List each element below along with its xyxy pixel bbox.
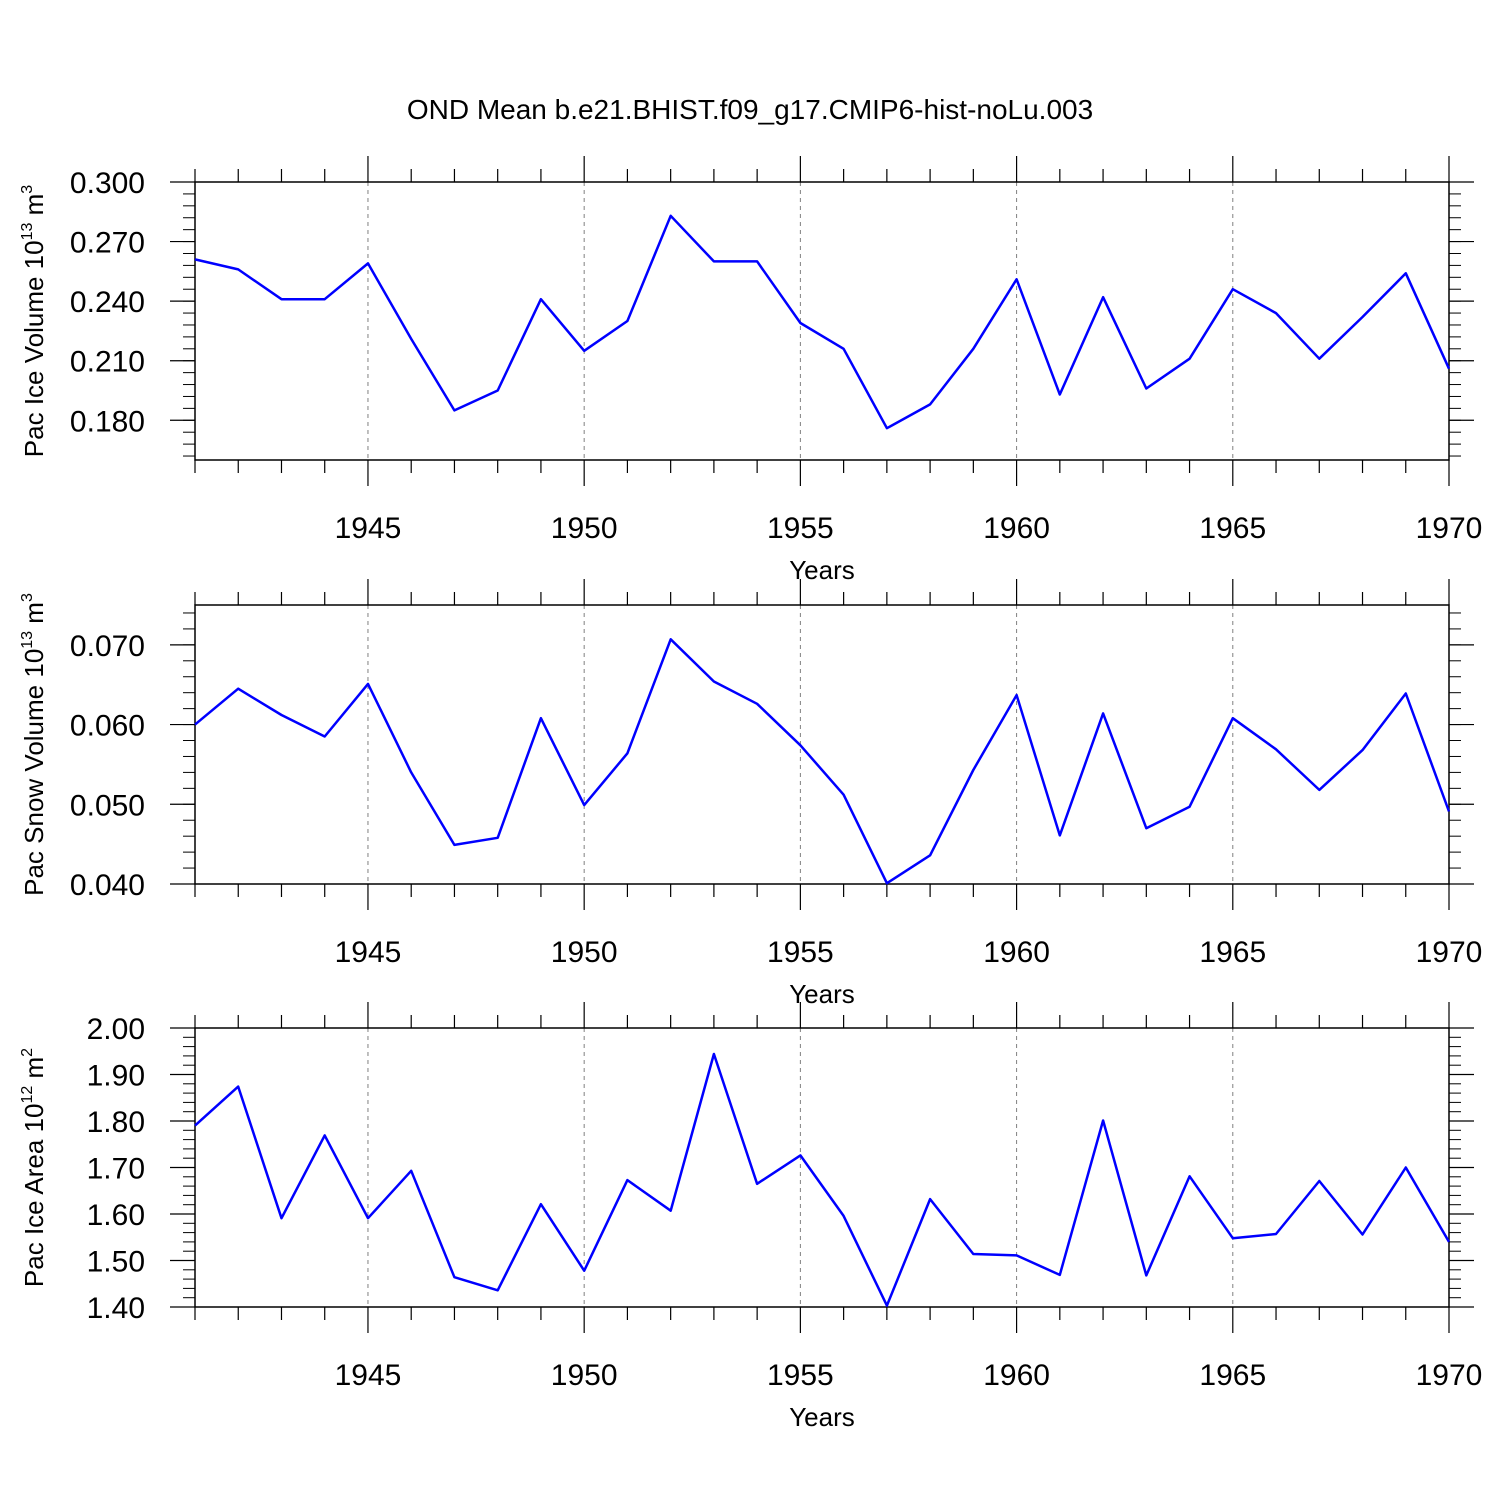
y-axis-title-exponent: 13: [19, 222, 36, 240]
y-tick-label: 1.40: [87, 1292, 145, 1325]
x-tick-label: 1970: [1416, 1359, 1483, 1392]
y-tick-label: 2.00: [87, 1013, 145, 1046]
series-line: [194, 214, 1451, 430]
x-tick-label: 1950: [551, 1359, 618, 1392]
chart-title: OND Mean b.e21.BHIST.f09_g17.CMIP6-hist-…: [407, 94, 1093, 125]
plot-frame: [194, 181, 1450, 461]
y-tick-label: 0.060: [70, 710, 145, 743]
y-axis-title-exponent: 12: [19, 1086, 36, 1104]
x-tick-label: 1960: [983, 512, 1050, 545]
x-axis-title: Years: [789, 555, 855, 585]
y-axis-title-main: Pac Snow Volume 10: [19, 649, 49, 896]
x-axis-title: Years: [789, 1402, 855, 1432]
x-tick-label: 1965: [1199, 1359, 1266, 1392]
y-tick-label: 1.70: [87, 1153, 145, 1186]
x-tick-label: 1950: [551, 512, 618, 545]
panel-2: 0.040 0.050 0.060 0.070 1945 1950 1955 1960 1965…: [19, 579, 1482, 1009]
y-axis-title-unit-exponent: 3: [19, 593, 36, 602]
y-tick-label: 0.180: [70, 405, 145, 438]
series-line: [194, 638, 1451, 885]
x-tick-label: 1945: [335, 936, 402, 969]
y-tick-label: 1.90: [87, 1060, 145, 1093]
x-tick-label: 1955: [767, 1359, 834, 1392]
y-axis-title-unit-exponent: 2: [19, 1048, 36, 1057]
x-tick-label: 1945: [335, 1359, 402, 1392]
y-axis-title: Pac Ice Volume 1013 m3: [19, 185, 49, 458]
x-tick-label: 1965: [1199, 936, 1266, 969]
y-axis-title-exponent: 13: [19, 631, 36, 649]
x-tick-label: 1970: [1416, 936, 1483, 969]
y-axis-title: Pac Snow Volume 1013 m3: [19, 593, 49, 896]
y-tick-label: 0.210: [70, 346, 145, 379]
plot-frame: [194, 1027, 1450, 1308]
panel-1: 0.180 0.210 0.240 0.270 0.300 1945 1950 1955 196…: [19, 156, 1482, 585]
y-axis-title-unit: m: [19, 1057, 49, 1086]
x-tick-label: 1945: [335, 512, 402, 545]
y-tick-label: 0.300: [70, 167, 145, 200]
x-tick-label: 1950: [551, 936, 618, 969]
x-axis-title: Years: [789, 979, 855, 1009]
x-tick-label: 1955: [767, 512, 834, 545]
plot-frame: [194, 604, 1450, 885]
panel-3: 1.40 1.50 1.60 1.70 1.80 1.90 2.00 1945 1950 1955…: [19, 1002, 1482, 1432]
series-line: [194, 1052, 1451, 1307]
y-axis-title-unit: m: [19, 194, 49, 223]
y-tick-label: 0.070: [70, 630, 145, 663]
x-tick-label: 1965: [1199, 512, 1266, 545]
x-tick-label: 1960: [983, 936, 1050, 969]
y-axis-title: Pac Ice Area 1012 m2: [19, 1048, 49, 1287]
y-tick-label: 1.80: [87, 1106, 145, 1139]
y-axis-title-unit-exponent: 3: [19, 185, 36, 194]
x-tick-label: 1970: [1416, 512, 1483, 545]
y-tick-label: 1.60: [87, 1199, 145, 1232]
y-tick-label: 0.040: [70, 869, 145, 902]
y-axis-title-unit: m: [19, 602, 49, 631]
y-axis-title-main: Pac Ice Area 10: [19, 1104, 49, 1288]
y-tick-label: 0.240: [70, 286, 145, 319]
y-tick-label: 0.270: [70, 227, 145, 260]
x-tick-label: 1955: [767, 936, 834, 969]
y-tick-label: 1.50: [87, 1246, 145, 1279]
y-tick-label: 0.050: [70, 789, 145, 822]
x-tick-label: 1960: [983, 1359, 1050, 1392]
y-axis-title-main: Pac Ice Volume 10: [19, 240, 49, 457]
